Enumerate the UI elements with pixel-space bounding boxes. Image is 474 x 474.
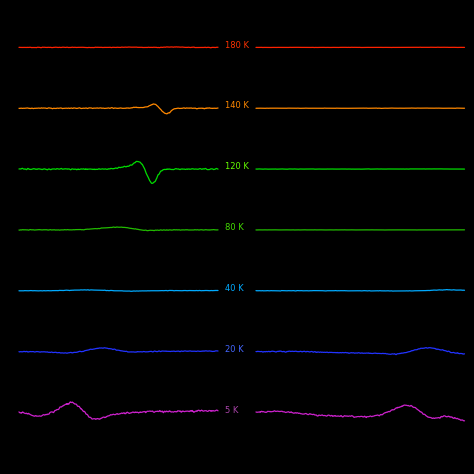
Text: 140 K: 140 K (225, 101, 249, 110)
Text: 20 K: 20 K (225, 345, 244, 354)
Text: 5 K: 5 K (225, 406, 238, 414)
Text: 120 K: 120 K (225, 162, 249, 171)
Text: 180 K: 180 K (225, 41, 249, 49)
Text: 40 K: 40 K (225, 284, 244, 293)
Text: 80 K: 80 K (225, 223, 244, 232)
